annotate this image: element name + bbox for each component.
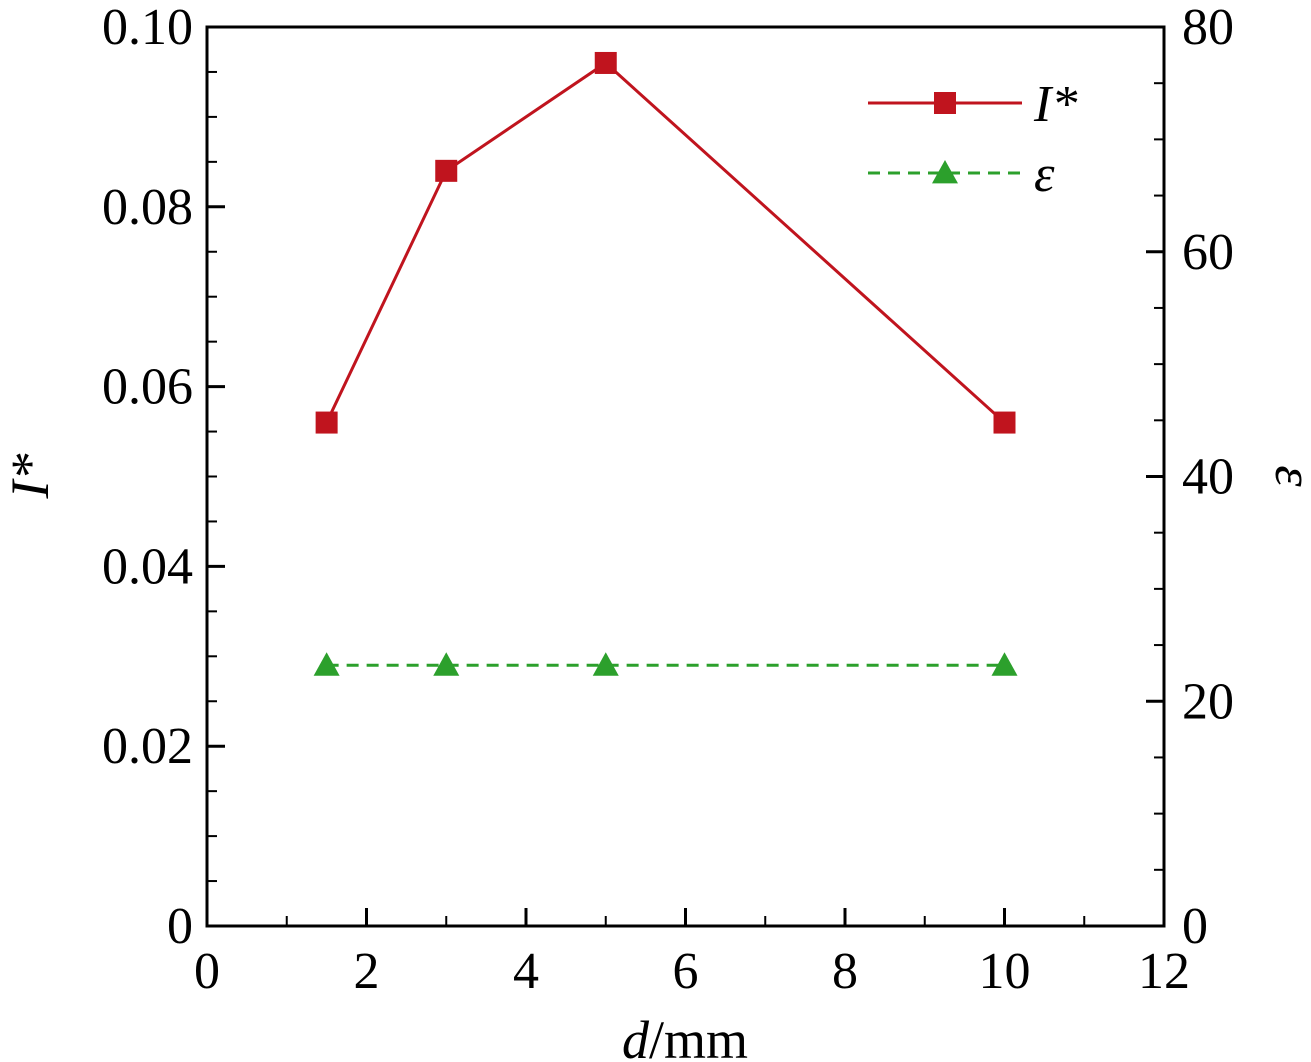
x-tick-label: 12: [1138, 943, 1190, 1000]
data-point: [313, 652, 340, 676]
data-point: [435, 159, 458, 182]
y-left-tick-label: 0.10: [102, 0, 193, 56]
y-left-tick-label: 0.04: [102, 538, 193, 595]
y-right-tick-label: 0: [1182, 898, 1208, 955]
legend: I* ε: [868, 76, 1077, 203]
data-point: [592, 652, 619, 676]
legend-marker: [932, 160, 958, 184]
x-tick-label: 2: [354, 943, 380, 1000]
plot-frame: [205, 25, 1166, 928]
data-point: [594, 51, 617, 74]
x-tick-label: 6: [673, 943, 699, 1000]
legend-label: ε: [1034, 146, 1055, 203]
x-tick-label: 8: [832, 943, 858, 1000]
series-2: [313, 652, 1018, 676]
series-layer: [313, 51, 1018, 676]
legend-entry: I*: [868, 76, 1077, 133]
y-axis-left-title: I*: [0, 454, 60, 500]
x-tick-label: 4: [513, 943, 539, 1000]
y-left-tick-label: 0.06: [102, 359, 193, 416]
y-right-tick-label: 40: [1182, 449, 1234, 506]
axis-ticks: [205, 25, 1166, 928]
y-axis-right-title: ε: [1264, 465, 1311, 487]
series-line: [325, 61, 1006, 424]
data-point: [315, 411, 338, 434]
y-left-tick-label: 0.02: [102, 718, 193, 775]
legend-entry: ε: [868, 146, 1055, 203]
series-1: [315, 51, 1016, 434]
x-axis-title: d/mm: [622, 1010, 748, 1062]
data-point: [433, 652, 460, 676]
y-left-tick-label: 0: [167, 898, 193, 955]
legend-marker: [934, 92, 956, 114]
y-right-tick-label: 60: [1182, 224, 1234, 281]
data-point: [993, 411, 1016, 434]
x-axis-title-unit: /mm: [649, 1010, 748, 1062]
data-point: [991, 652, 1018, 676]
y-left-tick-label: 0.08: [102, 179, 193, 236]
y-right-tick-label: 80: [1182, 0, 1234, 56]
y-right-tick-label: 20: [1182, 673, 1234, 730]
x-tick-label: 0: [194, 943, 220, 1000]
legend-label: I*: [1033, 76, 1077, 133]
x-tick-label: 10: [979, 943, 1031, 1000]
x-axis-title-variable: d: [622, 1010, 650, 1062]
